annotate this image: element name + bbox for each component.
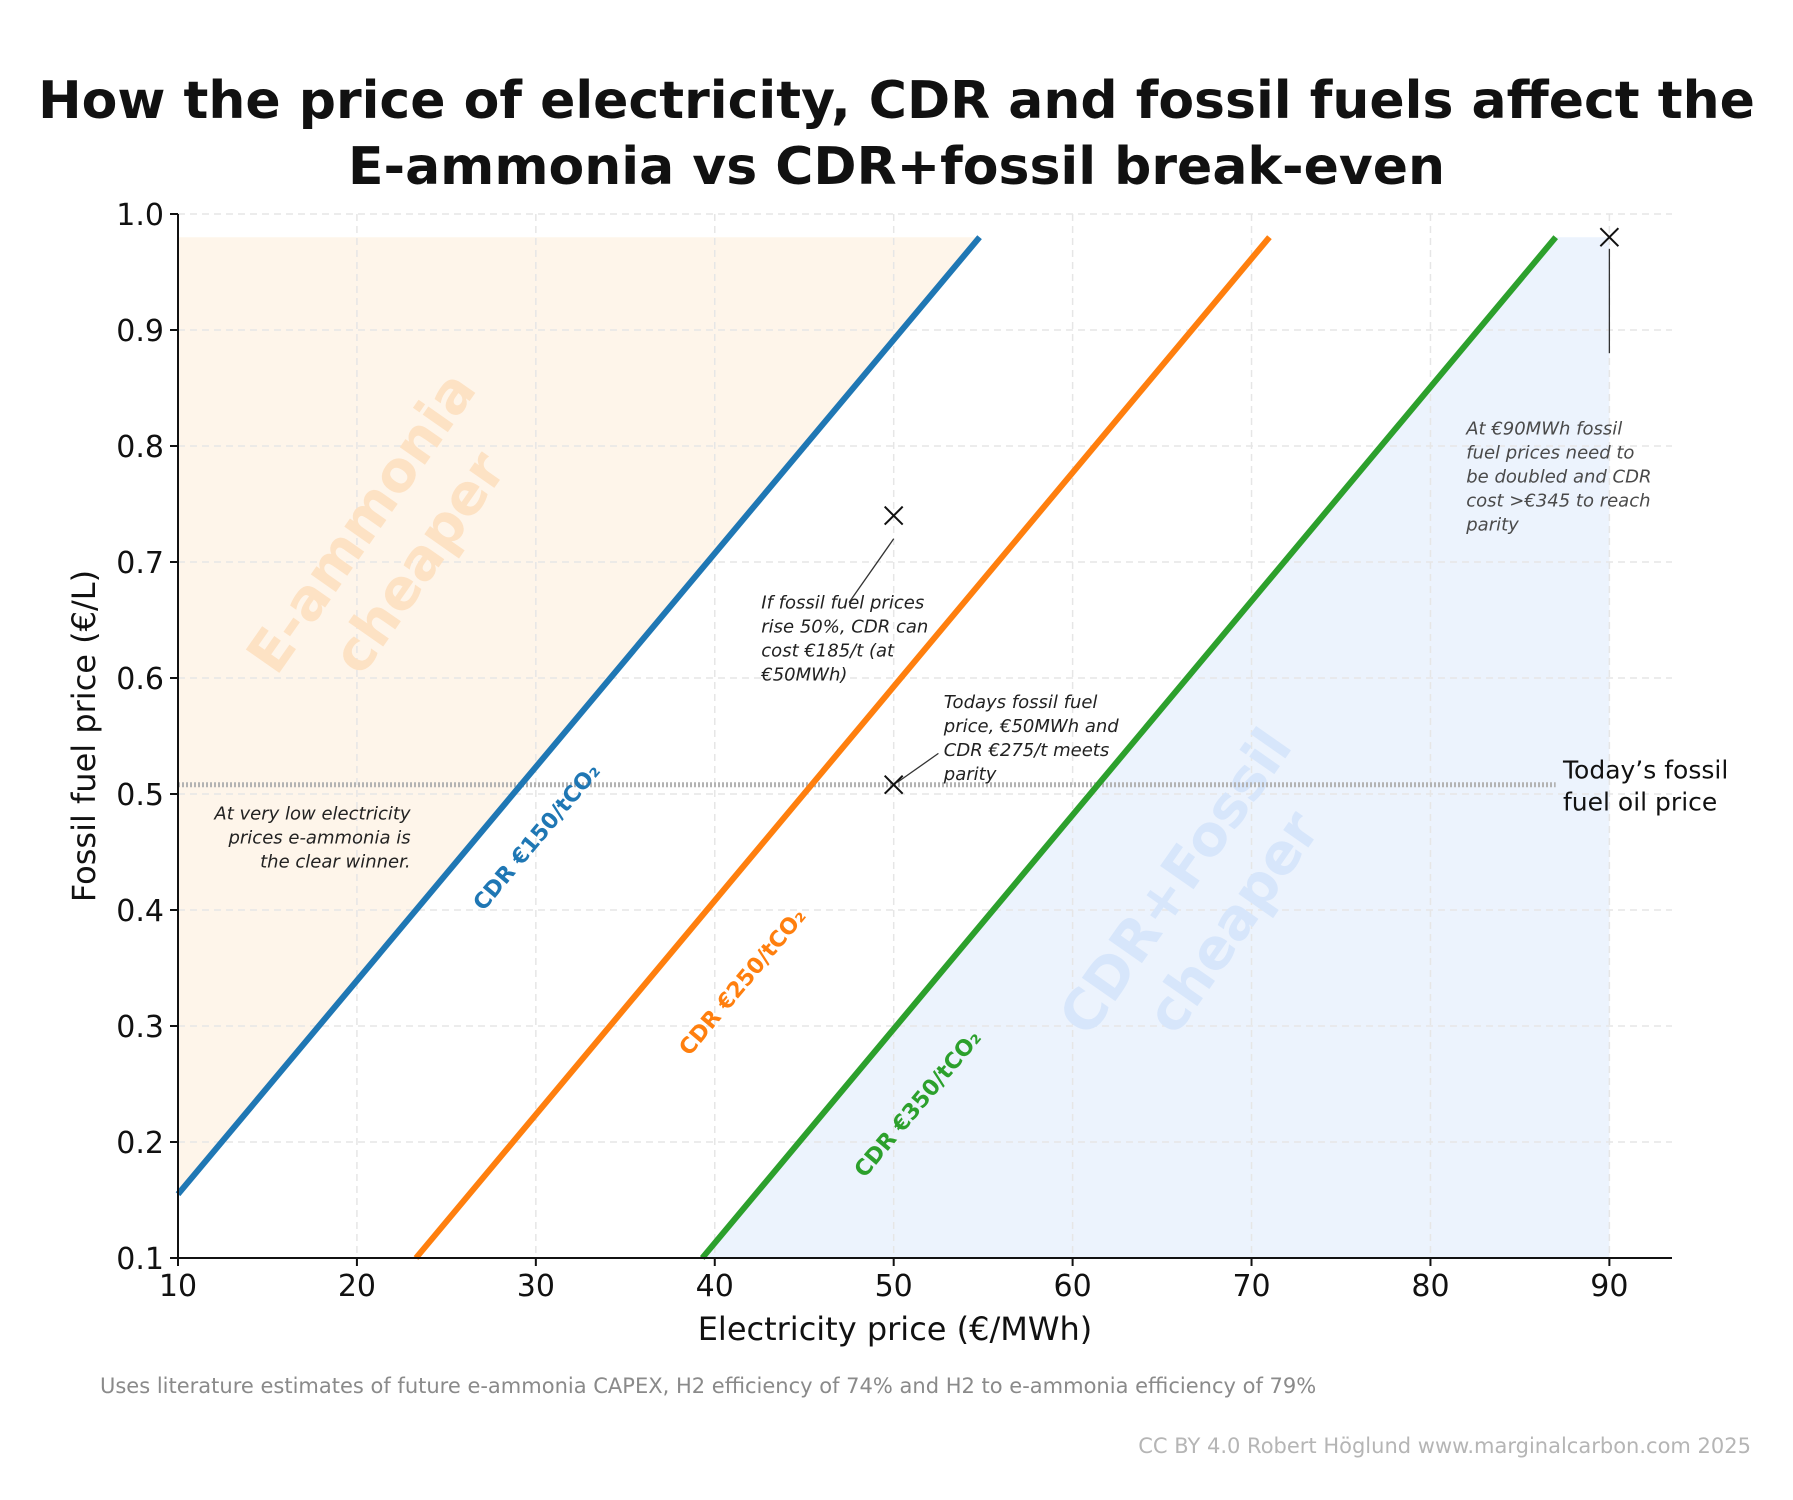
- reference-line-label-2: fuel oil price: [1563, 788, 1717, 817]
- chart-title: How the price of electricity, CDR and fo…: [0, 68, 1793, 200]
- series-line-cdr-3: [699, 235, 1559, 1260]
- annotation-line: be doubled and CDR: [1466, 466, 1651, 487]
- y-tick-label: 0.6: [116, 662, 164, 697]
- annotation-line: At €90MWh fossil: [1465, 418, 1622, 439]
- region-cdr-fossil-cheaper: [702, 237, 1610, 1258]
- annotation-line: the clear winner.: [260, 852, 410, 873]
- annotation-line: prices e-ammonia is: [227, 828, 410, 849]
- annotation-line: parity: [943, 764, 997, 785]
- marker-x-1: [883, 505, 904, 526]
- x-tick-label: 50: [875, 1269, 913, 1304]
- x-tick-label: 20: [338, 1269, 376, 1304]
- y-tick-label: 1.0: [116, 198, 164, 233]
- marker-stroke: [883, 775, 904, 795]
- annotation-line: CDR €275/t meets: [944, 740, 1109, 761]
- x-tick-label: 60: [1054, 1269, 1092, 1304]
- marker-stroke: [1599, 227, 1620, 247]
- annotation-line: price, €50MWh and: [943, 716, 1119, 737]
- y-tick-label: 0.1: [116, 1242, 164, 1277]
- y-tick-label: 0.7: [116, 546, 164, 581]
- y-tick-label: 0.8: [116, 430, 164, 465]
- annotation-line: rise 50%, CDR can: [761, 616, 928, 637]
- series-line-cdr-1: [175, 235, 982, 1197]
- y-tick-label: 0.2: [116, 1126, 164, 1161]
- series-line-cdr-2: [413, 235, 1272, 1260]
- annotation-line: cost €185/t (at: [761, 640, 895, 661]
- y-tick-label: 0.3: [116, 1010, 164, 1045]
- annotation-pointer: [896, 752, 939, 783]
- annotation-pointer: [848, 538, 895, 603]
- annotation-line: At very low electricity: [213, 804, 411, 825]
- reference-line-label-1: Today’s fossil: [1562, 756, 1728, 785]
- annotation-line: parity: [1465, 514, 1519, 535]
- title-line-1: How the price of electricity, CDR and fo…: [38, 71, 1755, 131]
- annotation-2: If fossil fuel prices rise 50%, CDR can co…: [760, 538, 928, 685]
- y-tick-label: 0.4: [116, 894, 164, 929]
- y-tick-label: 0.5: [116, 778, 164, 813]
- marker-stroke: [883, 505, 904, 526]
- annotation-line: If fossil fuel prices: [761, 592, 924, 613]
- x-tick-label: 10: [159, 1269, 197, 1304]
- title-line-2: E-ammonia vs CDR+fossil break-even: [347, 137, 1446, 197]
- x-tick-label: 70: [1232, 1269, 1270, 1304]
- y-tick-label: 0.9: [116, 314, 164, 349]
- annotation-3: Todays fossil fuel price, €50MWh and CDR €…: [896, 692, 1119, 785]
- x-axis-label: Electricity price (€/MWh): [698, 1310, 1093, 1348]
- annotation-line: €50MWh): [760, 664, 847, 685]
- annotation-4: At €90MWh fossil fuel prices need to be do…: [1465, 248, 1651, 535]
- annotation-1: At very low electricity prices e-ammonia …: [213, 804, 411, 873]
- credit-line: CC BY 4.0 Robert Höglund www.marginalcar…: [1138, 1434, 1751, 1458]
- marker-x-3: [1599, 227, 1620, 247]
- region-e-ammonia-cheaper: [178, 237, 980, 1258]
- annotation-line: cost >€345 to reach: [1466, 490, 1650, 511]
- annotation-line: fuel prices need to: [1466, 442, 1634, 463]
- annotation-line: Todays fossil fuel: [944, 692, 1098, 713]
- x-tick-label: 30: [517, 1269, 555, 1304]
- marker-x-2: [883, 775, 904, 795]
- x-tick-label: 80: [1411, 1269, 1449, 1304]
- y-axis-label: Fossil fuel price (€/L): [65, 570, 103, 902]
- footnote: Uses literature estimates of future e-am…: [100, 1374, 1317, 1398]
- x-tick-label: 90: [1590, 1269, 1628, 1304]
- x-tick-label: 40: [696, 1269, 734, 1304]
